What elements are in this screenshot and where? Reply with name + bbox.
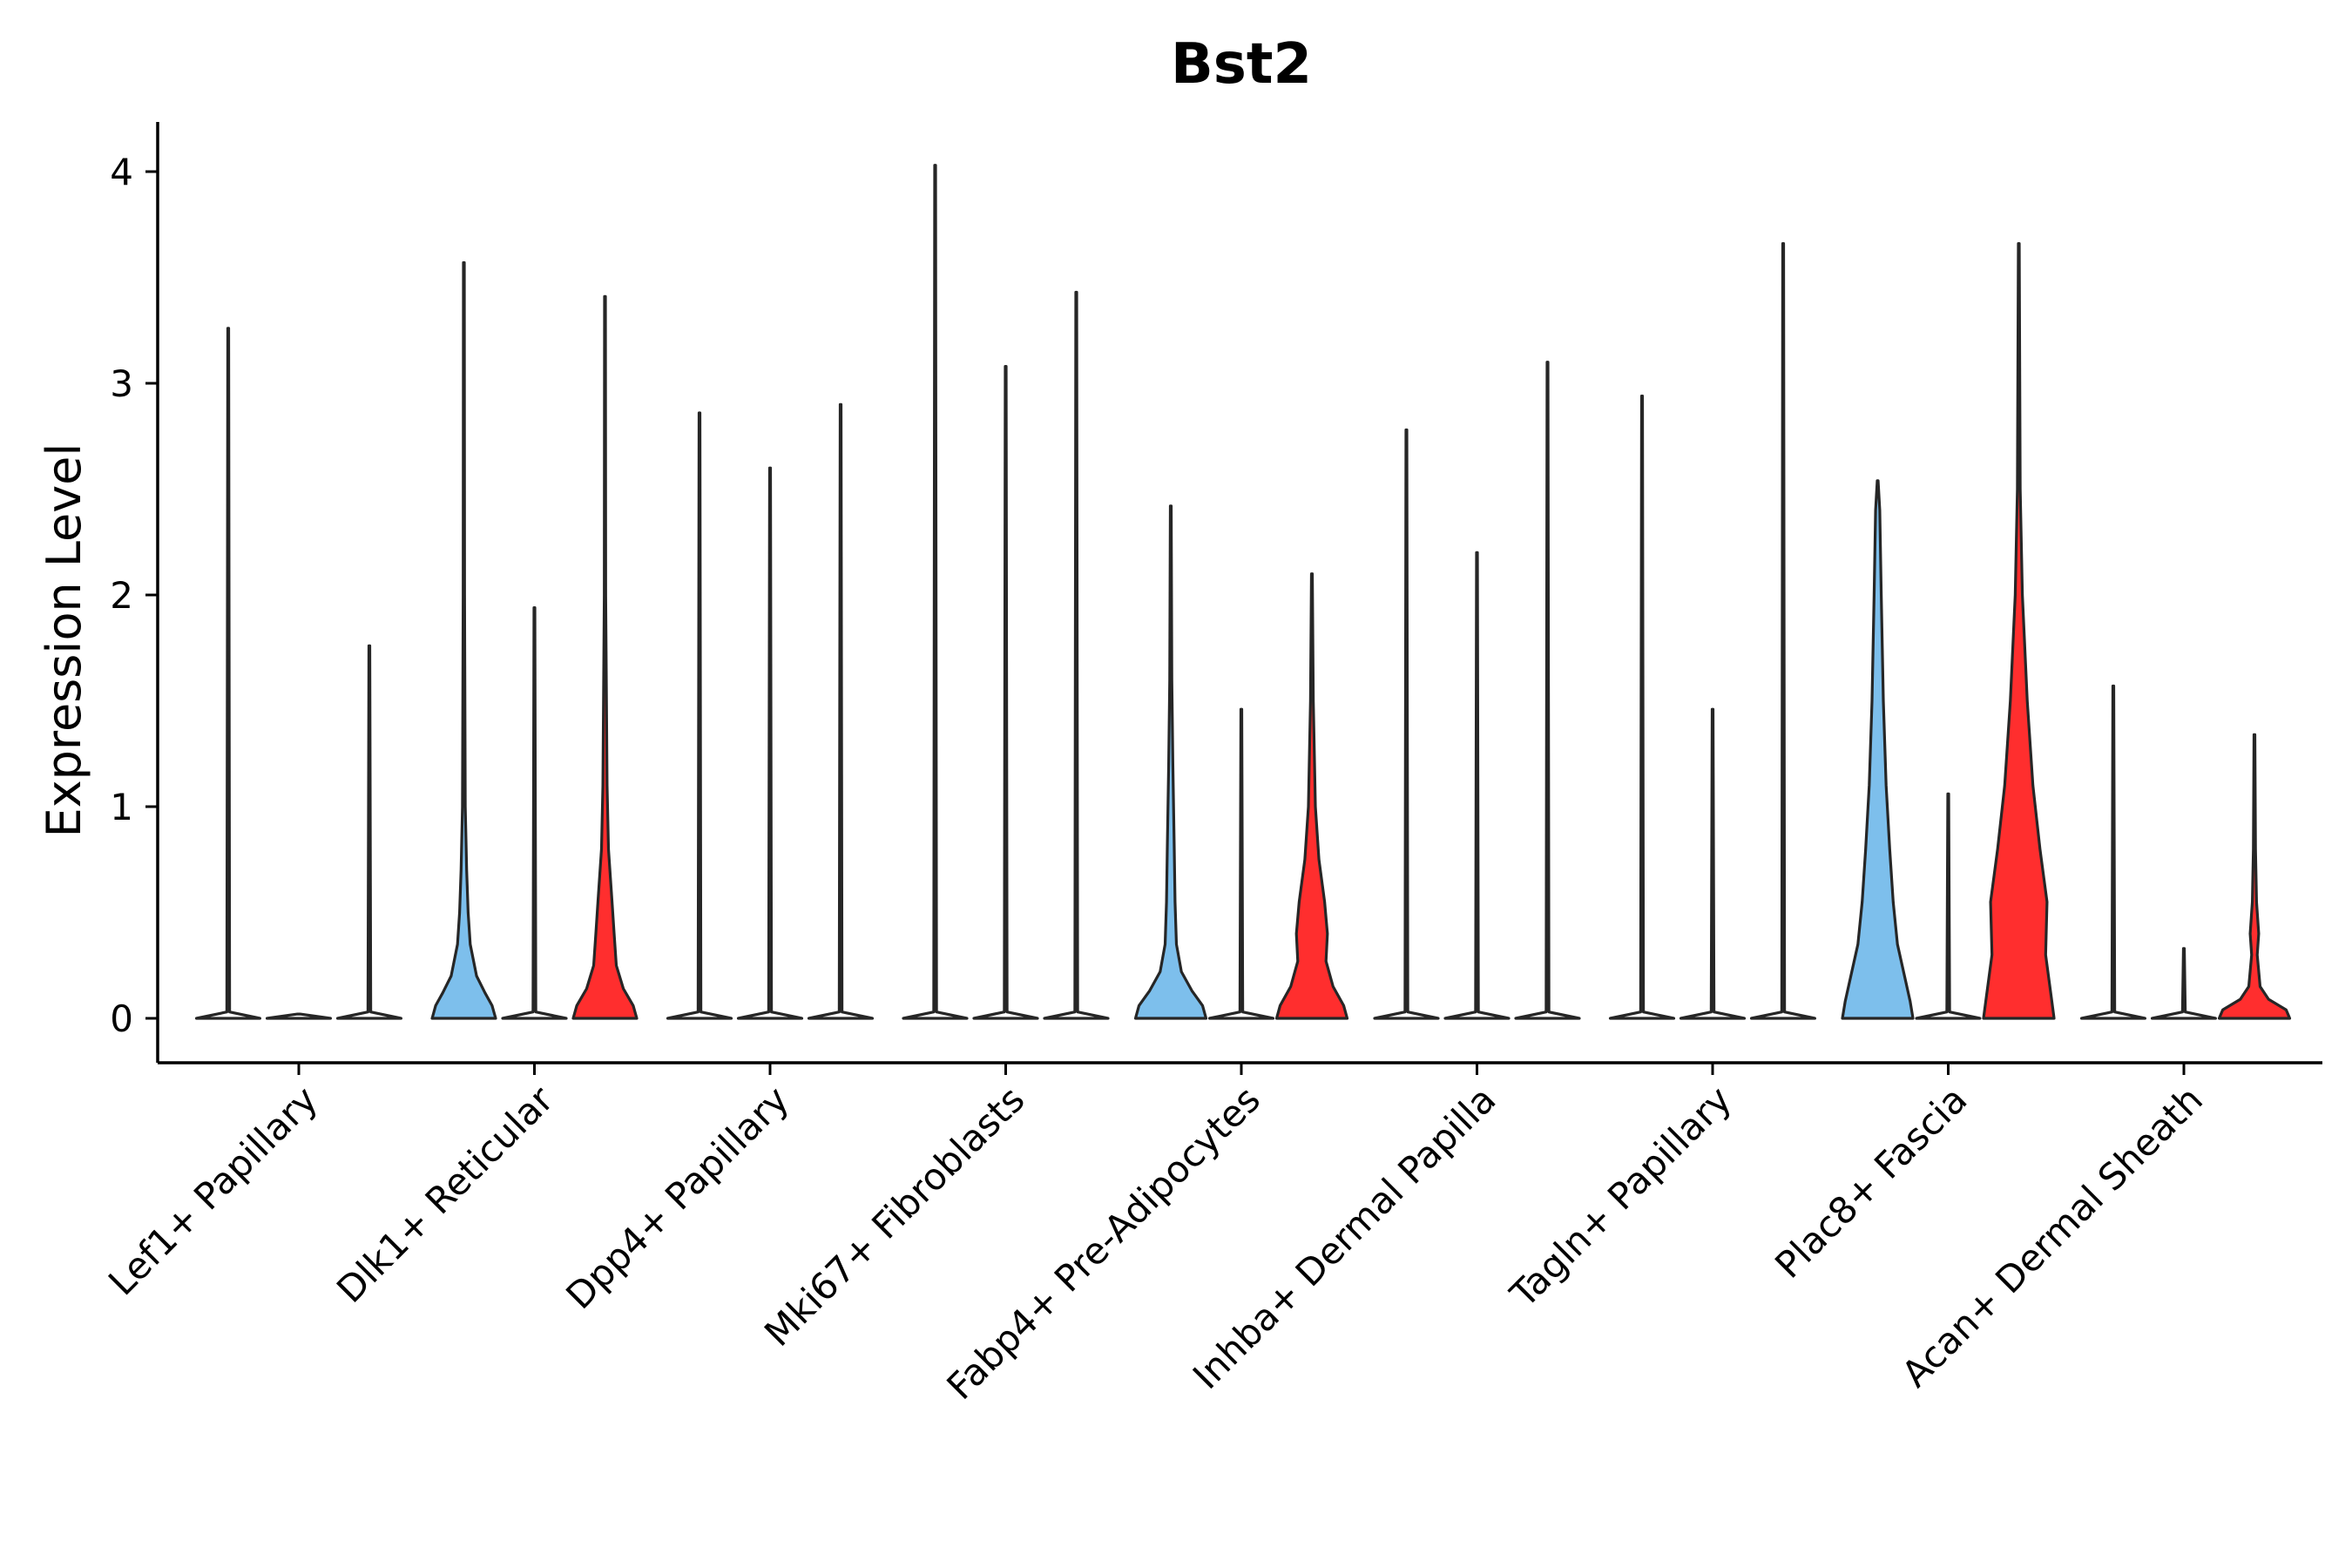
violin-white — [194, 327, 261, 1020]
y-tick-label: 1 — [110, 786, 133, 828]
violin-white — [1443, 551, 1511, 1020]
violin-white — [666, 411, 733, 1020]
violin-white — [1915, 792, 1982, 1020]
violin-white — [1373, 428, 1440, 1020]
violin-group — [194, 164, 2292, 1020]
x-tick-label: Plac8+ Fascia — [1767, 1078, 1975, 1286]
x-tick-label: Tagln+ Papillary — [1502, 1078, 1740, 1315]
y-axis-label: Expression Level — [37, 443, 91, 838]
violin-blue — [430, 260, 497, 1020]
violin-white — [1679, 707, 1747, 1020]
y-tick-label: 4 — [110, 151, 133, 193]
x-tick-label: Dlk1+ Reticular — [328, 1078, 562, 1311]
violin-red — [2217, 733, 2292, 1020]
violin-red — [1274, 572, 1349, 1020]
x-tick-label: Lef1+ Papillary — [100, 1078, 326, 1303]
violin-white — [2079, 684, 2146, 1020]
violin-white — [265, 1012, 332, 1020]
chart-title: Bst2 — [1171, 32, 1312, 97]
violin-white — [736, 466, 804, 1020]
violin-white — [807, 402, 875, 1020]
y-axis-ticks: 0 1 2 3 4 — [110, 151, 158, 1040]
violin-white — [501, 606, 568, 1020]
violin-white — [1749, 242, 1816, 1020]
x-tick-label: Dpp4+ Papillary — [558, 1078, 797, 1317]
violin-red — [571, 294, 639, 1020]
violin-white — [902, 164, 969, 1020]
violin-white — [335, 644, 402, 1020]
violin-white — [1043, 290, 1110, 1020]
violin-white — [2150, 947, 2217, 1020]
violin-white — [972, 365, 1039, 1020]
violin-white — [1207, 707, 1275, 1020]
violin-white — [1608, 395, 1676, 1020]
violin-red — [1982, 242, 2056, 1020]
violin-blue — [1133, 504, 1208, 1020]
y-tick-label: 2 — [110, 574, 133, 617]
y-tick-label: 3 — [110, 362, 133, 405]
y-tick-label: 0 — [110, 997, 133, 1040]
violin-blue — [1841, 479, 1915, 1020]
x-tick-label: Mki67+ Fibroblasts — [756, 1078, 1032, 1354]
violin-white — [1514, 361, 1581, 1020]
